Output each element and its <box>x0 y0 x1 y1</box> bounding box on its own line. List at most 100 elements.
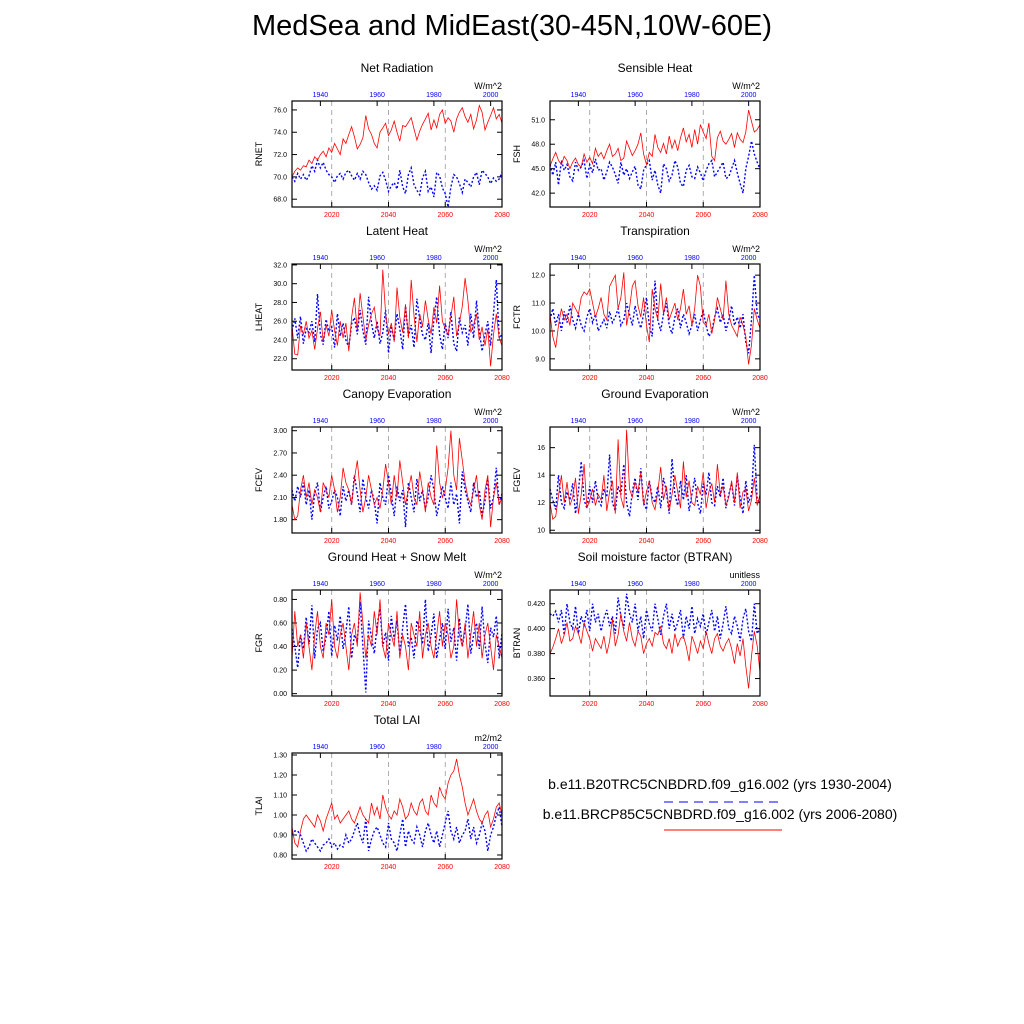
y-tick-label: 51.0 <box>531 117 545 124</box>
units-label: W/m^2 <box>474 244 502 254</box>
y-tick-label: 0.20 <box>273 668 287 675</box>
y-tick-label: 1.80 <box>273 517 287 524</box>
plot-frame <box>291 100 503 208</box>
x-tick-label-top: 1960 <box>369 744 385 751</box>
units-label: W/m^2 <box>474 81 502 91</box>
x-tick-label-bottom: 2080 <box>494 864 510 871</box>
y-tick-label: 16 <box>537 445 545 452</box>
x-tick-label-top: 1940 <box>571 255 587 262</box>
x-tick-label-top: 1960 <box>369 581 385 588</box>
series-line-future <box>549 613 761 689</box>
plot-frame <box>291 426 503 534</box>
x-tick-label-bottom: 2020 <box>324 212 340 219</box>
x-tick-label-bottom: 2040 <box>639 701 655 708</box>
x-tick-label-bottom: 2080 <box>494 375 510 382</box>
panel-btran: Soil moisture factor (BTRAN) unitless BTRA… <box>512 550 768 708</box>
panel-title: Latent Heat <box>366 224 429 238</box>
x-tick-label-bottom: 2060 <box>695 212 711 219</box>
series-line-future <box>549 109 761 170</box>
x-tick-label-top: 1960 <box>369 418 385 425</box>
y-tick-label: 32.0 <box>273 262 287 269</box>
x-tick-label-top: 2000 <box>483 92 499 99</box>
panel-tlai: Total LAI m2/m2 TLAI 0.80 0.90 1.00 1.10 1.20 1.… <box>254 713 510 871</box>
x-tick-label-top: 1960 <box>369 92 385 99</box>
page-title: MedSea and MidEast(30-45N,10W-60E) <box>251 10 773 42</box>
x-tick-label-bottom: 2080 <box>494 212 510 219</box>
y-tick-label: 0.380 <box>527 651 545 658</box>
series-line-future <box>291 269 503 367</box>
y-axis-label: FCEV <box>254 468 264 492</box>
series-line-historical <box>291 467 503 528</box>
y-axis-label: RNET <box>254 141 264 166</box>
x-tick-label-top: 2000 <box>741 581 757 588</box>
legend-historical-label: b.e11.B20TRC5CNBDRD.f09_g16.002 (yrs 193… <box>548 776 892 792</box>
x-tick-label-bottom: 2040 <box>381 701 397 708</box>
panel-title: Soil moisture factor (BTRAN) <box>578 550 733 564</box>
y-axis-label: BTRAN <box>512 628 522 659</box>
x-tick-label-top: 1940 <box>313 744 329 751</box>
y-axis-label: FSH <box>512 145 522 163</box>
y-tick-label: 48.0 <box>531 142 545 149</box>
y-tick-label: 0.40 <box>273 644 287 651</box>
x-tick-label-top: 1940 <box>571 92 587 99</box>
y-axis-label: FGR <box>254 633 264 652</box>
units-label: m2/m2 <box>474 733 502 743</box>
panel-fsh: Sensible Heat W/m^2 FSH 42.0 45.0 48.0 51.0 202… <box>512 61 768 219</box>
x-tick-label-top: 1940 <box>313 255 329 262</box>
x-tick-label-top: 1960 <box>627 418 643 425</box>
x-tick-label-bottom: 2080 <box>752 212 768 219</box>
series-line-future <box>549 272 761 365</box>
plot-frame <box>549 426 761 534</box>
panel-title: Transpiration <box>620 224 690 238</box>
y-tick-label: 72.0 <box>273 152 287 159</box>
y-tick-label: 0.400 <box>527 626 545 633</box>
panel-title: Ground Evaporation <box>601 387 708 401</box>
x-tick-label-top: 2000 <box>483 418 499 425</box>
legend-future-label: b.e11.BRCP85C5CNBDRD.f09_g16.002 (yrs 20… <box>542 806 898 822</box>
y-axis-label: TLAI <box>254 796 264 815</box>
y-tick-label: 0.360 <box>527 676 545 683</box>
units-label: W/m^2 <box>732 407 760 417</box>
y-tick-label: 0.60 <box>273 620 287 627</box>
x-tick-label-top: 1960 <box>627 581 643 588</box>
series-line-future <box>291 104 503 178</box>
y-tick-label: 10.0 <box>531 328 545 335</box>
series-line-historical <box>549 444 761 517</box>
y-axis-label: FCTR <box>512 305 522 329</box>
y-tick-label: 24.0 <box>273 337 287 344</box>
x-tick-label-bottom: 2060 <box>695 375 711 382</box>
y-tick-label: 0.80 <box>273 853 287 860</box>
y-tick-label: 76.0 <box>273 107 287 114</box>
y-axis-label: LHEAT <box>254 302 264 331</box>
x-tick-label-bottom: 2060 <box>695 538 711 545</box>
x-tick-label-bottom: 2040 <box>639 375 655 382</box>
x-tick-label-bottom: 2080 <box>752 701 768 708</box>
y-tick-label: 9.0 <box>535 356 545 363</box>
x-tick-label-bottom: 2060 <box>695 701 711 708</box>
panel-fgev: Ground Evaporation W/m^2 FGEV 10 12 14 16 2020 2… <box>512 387 768 545</box>
x-tick-label-bottom: 2080 <box>494 538 510 545</box>
y-tick-label: 2.40 <box>273 473 287 480</box>
y-tick-label: 1.10 <box>273 793 287 800</box>
y-tick-label: 1.00 <box>273 813 287 820</box>
y-tick-label: 0.00 <box>273 691 287 698</box>
plot-frame <box>291 752 503 860</box>
x-tick-label-top: 1980 <box>684 418 700 425</box>
series-line-historical <box>549 593 761 642</box>
y-tick-label: 2.70 <box>273 450 287 457</box>
y-tick-label: 30.0 <box>273 281 287 288</box>
panel-lheat: Latent Heat W/m^2 LHEAT 22.0 24.0 26.0 28.0 30.… <box>254 224 510 382</box>
x-tick-label-top: 2000 <box>741 92 757 99</box>
x-tick-label-bottom: 2080 <box>494 701 510 708</box>
y-tick-label: 28.0 <box>273 300 287 307</box>
x-tick-label-bottom: 2040 <box>639 538 655 545</box>
x-tick-label-bottom: 2060 <box>437 212 453 219</box>
panel-title: Sensible Heat <box>618 61 693 75</box>
units-label: W/m^2 <box>474 570 502 580</box>
y-tick-label: 74.0 <box>273 130 287 137</box>
y-tick-label: 3.00 <box>273 428 287 435</box>
plot-frame <box>549 589 761 697</box>
x-tick-label-bottom: 2020 <box>324 375 340 382</box>
x-tick-label-bottom: 2020 <box>324 864 340 871</box>
